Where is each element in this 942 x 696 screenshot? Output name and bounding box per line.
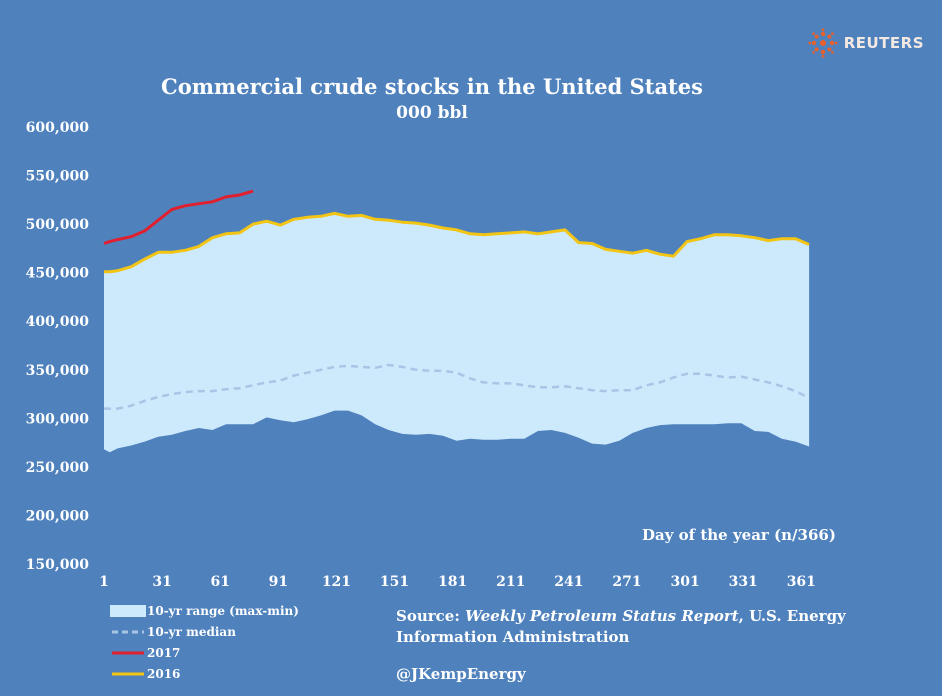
chart-legend: 10-yr range (max-min) 10-yr median 2017 …: [110, 600, 299, 684]
y-tick-label: 200,000: [26, 508, 90, 524]
source-prefix: Source:: [396, 607, 460, 625]
y-tick-label: 350,000: [26, 363, 90, 379]
legend-swatch-median: [110, 626, 146, 638]
x-tick-label: 1: [99, 574, 109, 590]
y-tick-label: 600,000: [26, 120, 90, 136]
legend-item-range: 10-yr range (max-min): [110, 600, 299, 621]
x-axis-tick-labels: 1 31 61 91 121 151 181 211 241 271 301 331 361: [99, 574, 816, 590]
x-tick-label: 61: [210, 574, 229, 590]
range-band-area: [104, 213, 810, 453]
legend-item-2016: 2016: [110, 663, 299, 684]
source-note: Source: Weekly Petroleum Status Report, …: [396, 606, 846, 648]
source-publication: Weekly Petroleum Status Report: [465, 607, 739, 625]
y-tick-label: 400,000: [26, 314, 90, 330]
chart-subtitle: 000 bbl: [396, 103, 468, 123]
legend-label-2017: 2017: [147, 645, 181, 660]
legend-swatch-range: [110, 604, 146, 617]
series-line-2017: [103, 189, 254, 245]
x-tick-label: 241: [554, 574, 583, 590]
y-tick-label: 150,000: [26, 557, 90, 573]
reuters-brand: REUTERS: [808, 28, 924, 58]
reuters-wordmark: REUTERS: [843, 34, 924, 52]
source-agency-line2: Information Administration: [396, 628, 630, 646]
y-axis-tick-labels: 150,000 200,000 250,000 300,000 350,000 400,0…: [26, 120, 90, 573]
legend-swatch-2016: [110, 668, 146, 680]
legend-label-2016: 2016: [147, 666, 181, 681]
x-tick-label: 331: [729, 574, 758, 590]
y-tick-label: 250,000: [26, 460, 90, 476]
x-tick-label: 31: [152, 574, 171, 590]
x-tick-label: 151: [380, 574, 409, 590]
y-tick-label: 500,000: [26, 217, 90, 233]
x-tick-label: 121: [322, 574, 351, 590]
legend-item-median: 10-yr median: [110, 621, 299, 642]
reuters-logo-icon: [808, 28, 838, 58]
x-tick-label: 271: [612, 574, 641, 590]
author-handle: @JKempEnergy: [396, 665, 526, 683]
y-tick-label: 550,000: [26, 169, 90, 185]
x-tick-label: 301: [670, 574, 699, 590]
source-agency-line1: , U.S. Energy: [738, 607, 846, 625]
y-tick-label: 300,000: [26, 411, 90, 427]
legend-item-2017: 2017: [110, 642, 299, 663]
x-axis-title: Day of the year (n/366): [642, 526, 836, 544]
chart-title: Commercial crude stocks in the United St…: [161, 74, 703, 99]
x-tick-label: 211: [496, 574, 525, 590]
y-tick-label: 450,000: [26, 266, 90, 282]
x-tick-label: 181: [438, 574, 467, 590]
series-line-2016: [104, 211, 810, 274]
plot-series: [103, 189, 810, 453]
legend-label-median: 10-yr median: [147, 624, 236, 639]
legend-label-range: 10-yr range (max-min): [147, 603, 299, 618]
legend-swatch-2017: [110, 647, 146, 659]
x-tick-label: 361: [787, 574, 816, 590]
x-tick-label: 91: [269, 574, 288, 590]
